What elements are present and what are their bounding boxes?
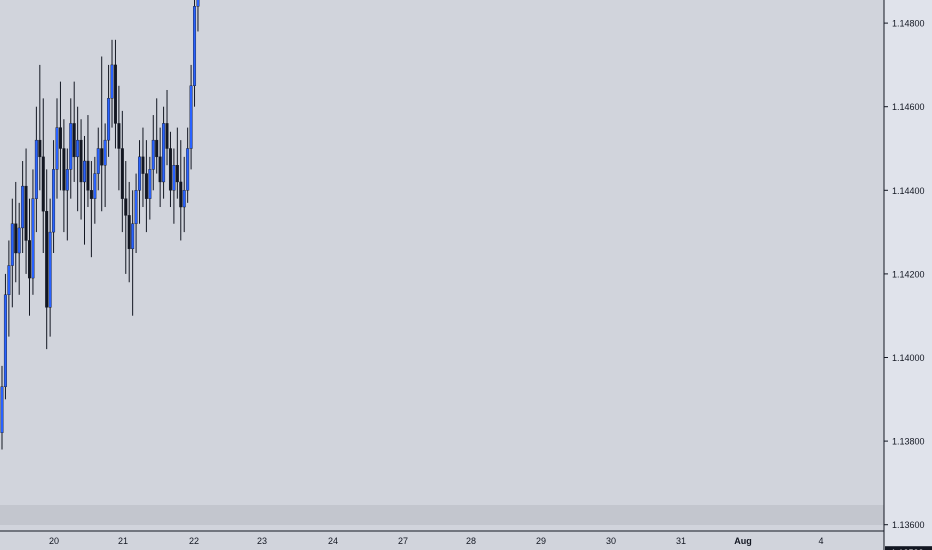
candle-body bbox=[172, 165, 176, 191]
candle-body bbox=[24, 185, 28, 241]
candle-body bbox=[10, 223, 14, 266]
candle-body bbox=[141, 156, 145, 174]
candle-body bbox=[138, 156, 142, 191]
candle-body bbox=[34, 139, 38, 199]
candle-body bbox=[55, 127, 59, 170]
candle-body bbox=[17, 227, 21, 254]
time-axis[interactable]: 20 21 22 23 24 27 28 29 30 31 Aug 4 bbox=[49, 536, 824, 546]
candle-body bbox=[117, 123, 121, 149]
price-tick-label: 1.13600 bbox=[892, 520, 925, 530]
time-tick-label: 28 bbox=[466, 536, 476, 546]
candle-body bbox=[21, 185, 25, 229]
candle-body bbox=[69, 123, 73, 170]
candle-body bbox=[103, 139, 107, 166]
time-tick-label: 29 bbox=[536, 536, 546, 546]
candle-body bbox=[131, 223, 135, 250]
candle-body bbox=[148, 169, 152, 199]
candle-body bbox=[134, 190, 138, 224]
chart-background bbox=[0, 0, 884, 550]
candle-body bbox=[52, 169, 56, 233]
candles bbox=[0, 0, 200, 450]
candle-body bbox=[196, 0, 200, 7]
price-tick-label: 1.14800 bbox=[892, 19, 925, 29]
price-axis: 1.168001.166001.164001.162001.160001.158… bbox=[884, 19, 925, 530]
candle-body bbox=[0, 386, 4, 433]
candle-body bbox=[79, 139, 83, 183]
candle-body bbox=[62, 148, 66, 191]
candle-body bbox=[155, 139, 159, 158]
time-tick-label: 24 bbox=[328, 536, 338, 546]
price-tick-label: 1.14600 bbox=[892, 102, 925, 112]
price-tick-label: 1.14200 bbox=[892, 269, 925, 279]
candle-body bbox=[186, 148, 190, 191]
price-tick-label: 1.13800 bbox=[892, 437, 925, 447]
price-tick-label: 1.14400 bbox=[892, 186, 925, 196]
candle-body bbox=[179, 181, 183, 208]
time-tick-label: 4 bbox=[818, 536, 823, 546]
candle-body bbox=[168, 148, 172, 191]
candle-body bbox=[107, 98, 111, 141]
candle-body bbox=[120, 148, 124, 199]
price-badge bbox=[885, 546, 932, 550]
candle-body bbox=[175, 165, 179, 183]
candle-body bbox=[38, 139, 42, 158]
candle-body bbox=[189, 85, 193, 149]
time-tick-label: Aug bbox=[734, 536, 752, 546]
candle-body bbox=[110, 64, 114, 99]
price-axis-background[interactable] bbox=[884, 0, 932, 550]
price-tick-label: 1.14000 bbox=[892, 353, 925, 363]
price-badges: 1.165411.161131.158921.149541.13533 bbox=[885, 546, 932, 550]
candle-body bbox=[41, 156, 45, 212]
candle-body bbox=[76, 139, 80, 158]
candle-body bbox=[83, 160, 87, 183]
candle-body bbox=[28, 240, 32, 279]
candle-body bbox=[58, 127, 62, 149]
candle-body bbox=[165, 123, 169, 149]
candle-body bbox=[100, 148, 104, 166]
candle-body bbox=[7, 265, 11, 296]
candle-body bbox=[72, 123, 76, 158]
time-tick-label: 31 bbox=[676, 536, 686, 546]
candle-body bbox=[3, 294, 7, 387]
candle-body bbox=[162, 123, 166, 183]
candle-body bbox=[193, 6, 197, 86]
candle-body bbox=[113, 64, 117, 124]
candle-body bbox=[45, 210, 49, 308]
time-tick-label: 27 bbox=[398, 536, 408, 546]
time-tick-label: 30 bbox=[606, 536, 616, 546]
time-tick-label: 22 bbox=[189, 536, 199, 546]
candle-body bbox=[144, 173, 148, 199]
candle-body bbox=[182, 190, 186, 208]
time-tick-label: 23 bbox=[257, 536, 267, 546]
candle-body bbox=[65, 169, 69, 191]
candle-body bbox=[93, 173, 97, 199]
candle-body bbox=[31, 198, 35, 279]
candle-body bbox=[86, 160, 90, 191]
candle-body bbox=[96, 148, 100, 174]
candle-body bbox=[89, 190, 93, 199]
candle-body bbox=[151, 139, 155, 170]
candle-body bbox=[124, 198, 128, 216]
candle-body bbox=[158, 156, 162, 183]
time-tick-label: 20 bbox=[49, 536, 59, 546]
price-badge-label: 1.13533 bbox=[891, 548, 924, 550]
time-tick-label: 21 bbox=[118, 536, 128, 546]
bottom-shaded-zone bbox=[0, 505, 884, 525]
candle-body bbox=[48, 231, 52, 308]
candle-body bbox=[14, 223, 18, 254]
candle-body bbox=[127, 215, 131, 250]
